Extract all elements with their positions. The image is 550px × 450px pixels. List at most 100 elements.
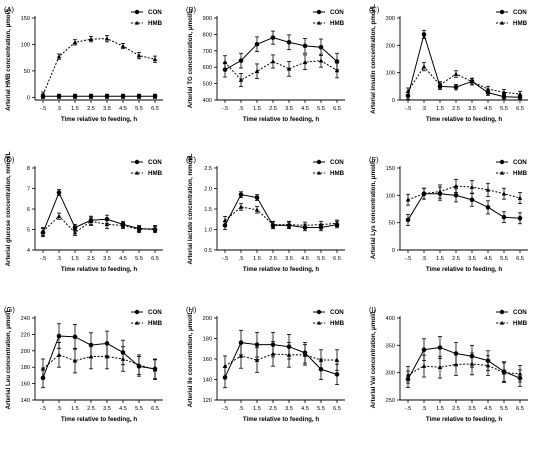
- data-point-triangle: [104, 36, 110, 41]
- legend-marker-triangle: [316, 170, 322, 175]
- legend-label: CON: [330, 9, 344, 16]
- y-tick-label: 160: [203, 357, 212, 363]
- x-tick-label: 5.5: [135, 256, 143, 262]
- x-tick-label: 2.5: [269, 106, 277, 112]
- legend-marker-triangle: [499, 20, 505, 25]
- series-line: [42, 354, 156, 371]
- y-tick-label: 180: [203, 337, 212, 343]
- legend-label: HMB: [330, 170, 345, 177]
- data-point-circle: [453, 84, 459, 90]
- data-point-circle: [334, 372, 340, 377]
- y-tick-label: 900: [203, 16, 212, 22]
- x-tick-label: 6.5: [333, 106, 341, 112]
- y-tick-label: 150: [386, 166, 395, 172]
- data-point-triangle: [222, 59, 228, 65]
- x-tick-label: 6.5: [151, 106, 159, 112]
- y-tick-label: 50: [389, 221, 395, 227]
- x-axis-title: Time relative to feeding, h: [426, 266, 502, 273]
- data-point-circle: [485, 205, 491, 210]
- data-point-triangle: [453, 71, 459, 76]
- data-point-triangle: [238, 77, 244, 82]
- data-point-circle: [453, 193, 459, 198]
- y-tick-label: 140: [21, 398, 30, 404]
- legend-marker-circle: [499, 9, 505, 15]
- data-point-triangle: [152, 226, 158, 231]
- x-tick-label: -.5: [40, 106, 47, 112]
- legend-marker-triangle: [499, 320, 505, 325]
- x-tick-label: 2.5: [452, 406, 460, 412]
- chart-panel-a: (A) 0 50 100 150 -.5 .5 1.5 2.5 3.5 4.5 5.5 6.5 Time …: [4, 5, 163, 123]
- data-point-circle: [421, 347, 427, 353]
- y-tick-label: 220: [21, 332, 30, 338]
- legend: CON HMB: [496, 309, 528, 327]
- data-point-triangle: [270, 222, 276, 227]
- x-tick-label: 1.5: [71, 406, 79, 412]
- series-hmb: [222, 53, 340, 87]
- x-tick-label: 3.5: [468, 106, 476, 112]
- y-tick-label: 200: [21, 349, 30, 355]
- legend-label: CON: [330, 159, 344, 166]
- legend-marker-circle: [499, 309, 505, 315]
- x-tick-label: 5.5: [135, 106, 143, 112]
- data-point-triangle: [270, 59, 276, 64]
- x-tick-label: 3.5: [285, 256, 293, 262]
- x-axis-title: Time relative to feeding, h: [61, 266, 137, 273]
- data-point-circle: [56, 333, 62, 339]
- data-point-triangle: [469, 361, 475, 366]
- data-point-triangle: [88, 354, 94, 359]
- data-point-triangle: [56, 54, 62, 59]
- y-tick-label: 350: [386, 343, 395, 349]
- data-point-triangle: [40, 229, 46, 234]
- data-point-triangle: [302, 223, 308, 228]
- legend: CON HMB: [131, 309, 163, 327]
- data-point-circle: [254, 342, 260, 347]
- data-point-triangle: [254, 357, 260, 362]
- data-point-triangle: [334, 357, 340, 362]
- data-point-triangle: [72, 39, 78, 45]
- x-tick-label: 6.5: [516, 256, 524, 262]
- series-line: [407, 347, 521, 380]
- data-point-circle: [517, 215, 523, 221]
- x-axis-title: Time relative to feeding, h: [61, 416, 137, 423]
- panel-letter: (F): [369, 155, 379, 164]
- x-tick-label: 4.5: [301, 106, 309, 112]
- legend-marker-circle: [316, 159, 322, 165]
- x-axis-title: Time relative to feeding, h: [243, 416, 319, 423]
- x-tick-label: 4.5: [484, 256, 492, 262]
- x-tick-label: 1.5: [253, 106, 261, 112]
- data-point-circle: [72, 334, 78, 340]
- data-point-circle: [104, 93, 110, 99]
- x-tick-label: 3.5: [285, 106, 293, 112]
- x-tick-label: 1.5: [436, 406, 444, 412]
- x-tick-label: 1.5: [253, 256, 261, 262]
- x-tick-label: -.5: [40, 406, 47, 412]
- data-point-triangle: [88, 36, 94, 41]
- legend-marker-triangle: [134, 20, 140, 25]
- data-point-triangle: [334, 68, 340, 73]
- legend-label: CON: [148, 159, 162, 166]
- x-tick-label: 5.5: [317, 406, 325, 412]
- data-point-triangle: [88, 218, 94, 224]
- data-point-triangle: [453, 183, 459, 188]
- legend-label: HMB: [148, 20, 163, 27]
- y-axis-title: Arterial lactate concentration, mmol/L: [187, 153, 194, 264]
- chart-panel-h: (H) 120 140 160 180 200 -.5 .5 1.5 2.5 3.5 4.5 5.5 6.…: [186, 305, 345, 423]
- data-point-circle: [469, 197, 475, 203]
- legend-label: CON: [513, 309, 527, 316]
- x-tick-label: 3.5: [103, 406, 111, 412]
- data-point-triangle: [104, 354, 110, 359]
- legend: CON HMB: [313, 9, 345, 27]
- series-con: [222, 329, 340, 389]
- data-point-triangle: [405, 372, 411, 377]
- x-tick-label: 2.5: [269, 256, 277, 262]
- x-tick-label: 2.5: [452, 106, 460, 112]
- x-tick-label: 4.5: [119, 256, 127, 262]
- data-point-triangle: [302, 59, 308, 65]
- x-axis-title: Time relative to feeding, h: [243, 266, 319, 273]
- y-axis-title: Arterial Leu concentration, μmol/L: [5, 308, 12, 409]
- data-point-triangle: [437, 82, 443, 87]
- legend-label: HMB: [513, 20, 528, 27]
- legend-label: HMB: [513, 320, 528, 327]
- legend-label: CON: [148, 309, 162, 316]
- y-tick-label: 120: [203, 398, 212, 404]
